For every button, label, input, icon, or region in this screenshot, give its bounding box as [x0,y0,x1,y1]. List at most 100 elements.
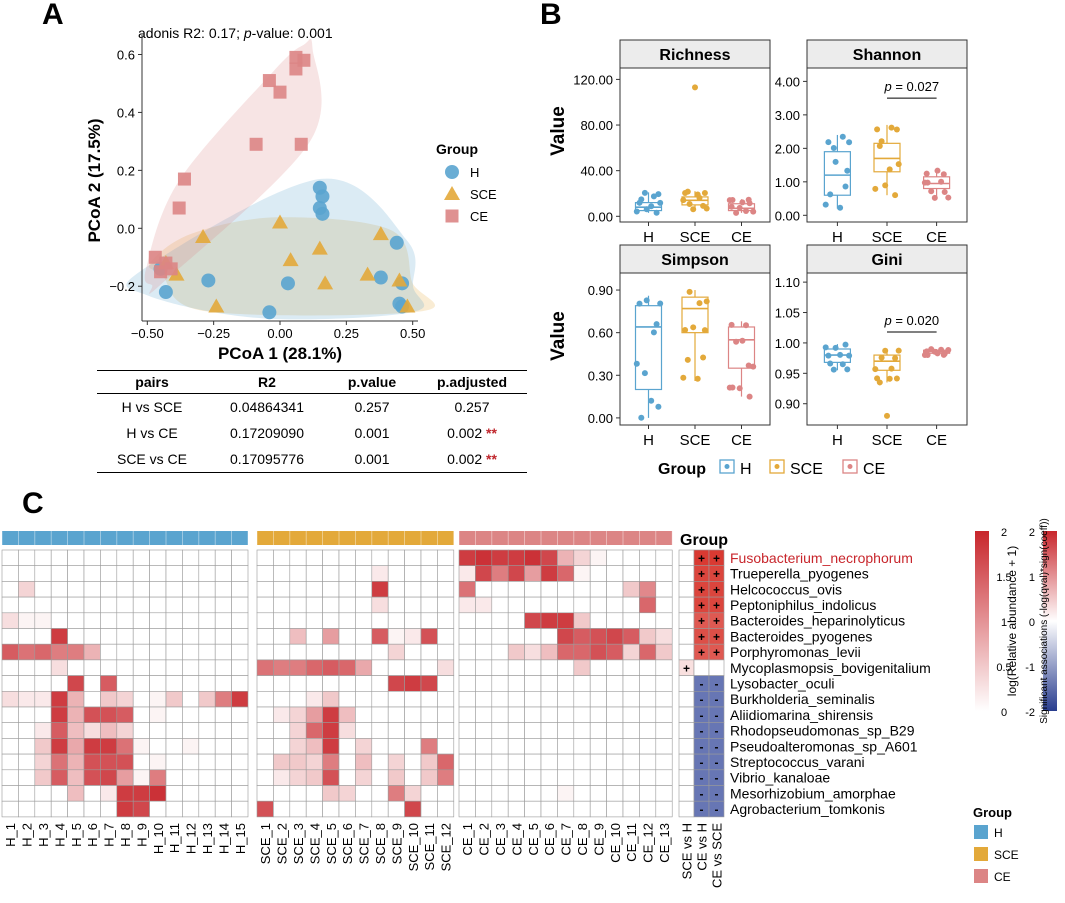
heatmap-cell [622,659,640,676]
association-cell [678,596,695,614]
group-legend-sce-swatch [974,847,988,861]
facet-richness: Richness 0.00 40.00 80.00 120.00 H SCE CE [573,39,771,246]
group-legend-label: H [994,826,1003,840]
heatmap-cell [475,581,493,598]
heatmap-cell [420,612,438,629]
heatmap-cell [1,612,19,629]
jitter-point [633,208,640,215]
y-tick-label: 1.00 [775,336,800,351]
association-cell [678,549,695,566]
heatmap-cell [524,565,542,582]
point-ce [177,172,191,186]
column-label: CE_6 [542,823,557,856]
association-sign: - [700,755,704,769]
heatmap-cell [420,565,438,582]
heatmap-cell [437,753,455,771]
heatmap-cell [524,753,542,771]
heatmap-cell [524,706,542,723]
heatmap-cell [289,800,307,818]
heatmap-cell [100,565,118,582]
heatmap-cell [149,565,167,582]
jitter-point [874,126,881,133]
heatmap-cell [458,628,476,645]
significance-label: p = 0.027 [884,79,940,94]
y-tick-label: 120.00 [573,72,613,87]
heatmap-cell [540,628,558,645]
heatmap-cell [338,628,356,645]
heatmap-cell [524,659,542,676]
association-column-label: SCE vs H [680,823,695,879]
heatmap-cell [338,769,356,786]
heatmap-cell [437,549,455,566]
heatmap-cell [83,643,101,661]
heatmap-cell [404,800,422,818]
heatmap-cell [83,549,101,566]
heatmap-cell [371,691,389,708]
heatmap-cell [589,691,607,708]
heatmap-cell [182,581,200,598]
heatmap-cell [305,738,323,755]
heatmap-cell [273,753,291,771]
heatmap-cell [437,769,455,786]
jitter-point [931,194,938,201]
heatmap-cell [573,643,591,661]
legend-sce-icon [444,186,460,200]
jitter-point [750,208,757,215]
heatmap-cell [18,581,36,598]
heatmap-cell [1,565,19,582]
heatmap-cell [273,596,291,614]
heatmap-cell [639,706,657,723]
point-h [158,285,173,300]
heatmap-cell [573,785,591,802]
heatmap-cell [1,628,19,645]
heatmap-cell [655,706,673,723]
heatmap-cell [198,706,216,723]
point-sce [359,266,376,281]
heatmap-cell [437,785,455,802]
column-label: SCE_1 [258,823,273,864]
jitter-point [846,139,853,146]
heatmap-cell [338,691,356,708]
association-sign: + [698,551,705,565]
group-legend: Group H SCE CE [973,805,1019,884]
jitter-point [684,356,691,363]
legend-label: H [470,165,479,180]
heatmap-cell [639,643,657,661]
heatmap-cell [639,753,657,771]
facet-shannon: Shannon 0.00 1.00 2.00 3.00 4.00 H SCE CE p = 0.0… [775,39,968,246]
padj-value: 0.002 [447,425,483,441]
heatmap-cell [437,738,455,755]
heatmap-cell [50,643,68,661]
heatmap-cell [100,769,118,786]
jitter-point [690,324,697,331]
association-cell [678,753,695,771]
association-sign: + [698,630,705,644]
column-label: SCE_12 [439,823,454,871]
heatmap-cell [289,738,307,755]
heatmap-cell [557,549,575,566]
heatmap-cell [540,549,558,566]
association-cell [678,675,695,692]
heatmap-cell [182,596,200,614]
heatmap-cell [182,722,200,739]
association-sign: - [715,740,719,754]
jitter-point [934,167,941,174]
cell-pvalue: 0.257 [354,399,390,415]
heatmap-cell [231,675,249,692]
heatmap-cell [557,628,575,645]
x-axis-title: PCoA 1 (28.1%) [218,344,342,363]
x-tick-label: H [643,229,654,246]
association-sign: - [715,724,719,738]
heatmap-cell [540,800,558,818]
heatmap-cell [214,800,232,818]
heatmap-cell [437,706,455,723]
heatmap-cell [273,565,291,582]
heatmap-cell [355,769,373,786]
heatmap-cell [305,612,323,629]
heatmap-cell [371,738,389,755]
heatmap-cell [420,581,438,598]
jitter-point [888,124,895,131]
jitter-point [736,385,743,392]
heatmap-cell [573,565,591,582]
heatmap-cell [338,675,356,692]
